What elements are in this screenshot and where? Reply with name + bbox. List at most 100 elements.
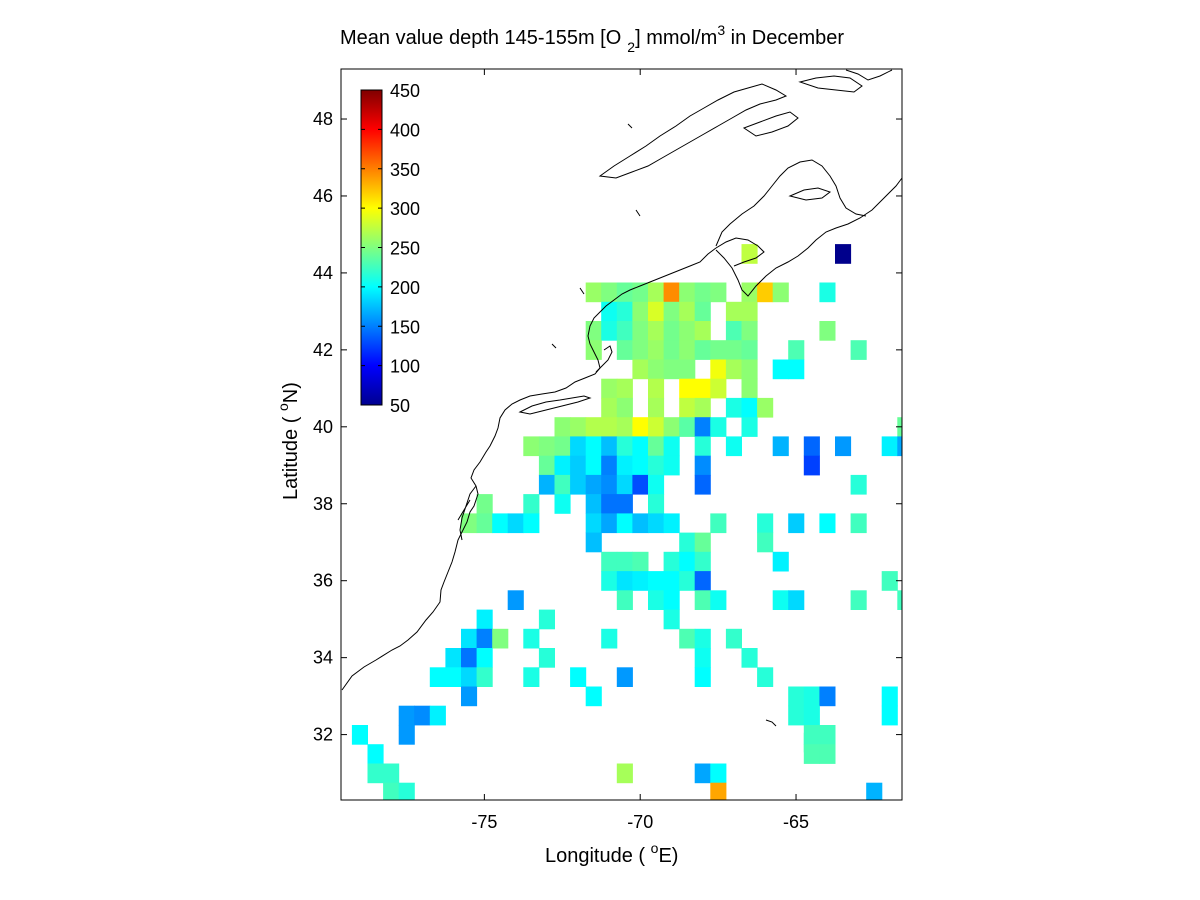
- data-cell: [616, 301, 633, 322]
- data-cell: [492, 628, 509, 649]
- data-cell: [429, 667, 446, 687]
- data-cell: [367, 763, 384, 784]
- data-cell: [398, 782, 415, 801]
- plot-frame: [340, 68, 903, 801]
- colorbar-tick-label: 400: [390, 120, 420, 140]
- coastline-gaspe: [742, 111, 799, 137]
- data-cell: [835, 244, 852, 264]
- data-cell: [648, 321, 665, 341]
- data-cell: [648, 397, 665, 418]
- data-cell: [648, 359, 665, 380]
- data-cell: [429, 705, 446, 726]
- coastline-chesapeake: [457, 485, 477, 541]
- y-tick-label: 46: [313, 186, 333, 206]
- data-cell: [523, 436, 540, 457]
- data-cell: [445, 667, 462, 687]
- data-cell: [803, 705, 820, 726]
- y-tick-label: 40: [313, 417, 333, 437]
- data-cell: [601, 301, 618, 322]
- data-cell: [398, 705, 415, 726]
- data-cell: [663, 551, 680, 572]
- data-cell: [616, 474, 633, 495]
- data-cell: [788, 340, 805, 360]
- data-cell: [710, 513, 727, 534]
- data-cell: [476, 609, 493, 630]
- coastline-us-east: [341, 247, 717, 691]
- coastline-sable-islands: [551, 123, 777, 727]
- data-cell: [616, 590, 633, 610]
- data-cell: [881, 686, 898, 707]
- colorbar-tick-label: 300: [390, 199, 420, 219]
- data-cell: [741, 359, 758, 380]
- data-cell: [632, 474, 649, 495]
- title-subscript: 2: [627, 39, 635, 55]
- data-cell: [585, 494, 602, 514]
- data-cell: [648, 282, 665, 303]
- coastline-prince-edward-island: [788, 187, 832, 201]
- data-cell: [679, 571, 696, 591]
- data-cell: [538, 474, 555, 495]
- coastline-long-island: [518, 395, 592, 415]
- data-cell: [741, 321, 758, 341]
- data-cell: [803, 686, 820, 707]
- data-cell: [538, 609, 555, 630]
- data-cell: [632, 436, 649, 457]
- data-cell: [803, 455, 820, 476]
- data-cell: [663, 359, 680, 380]
- data-cell: [694, 321, 711, 341]
- data-cell: [819, 725, 836, 745]
- data-cell: [601, 551, 618, 572]
- data-cell: [554, 474, 571, 495]
- data-cell: [601, 282, 618, 303]
- data-cell: [679, 321, 696, 341]
- data-cell: [788, 513, 805, 534]
- y-tick-label: 48: [313, 109, 333, 129]
- data-cell: [601, 417, 618, 437]
- data-cell: [648, 590, 665, 610]
- data-cell: [694, 397, 711, 418]
- data-cell: [757, 532, 774, 553]
- data-cell: [772, 551, 789, 572]
- data-cell: [694, 417, 711, 437]
- data-cell: [616, 378, 633, 399]
- data-cells: [351, 244, 903, 801]
- data-cell: [663, 340, 680, 360]
- data-cell: [710, 782, 727, 801]
- data-cell: [585, 340, 602, 360]
- data-cell: [398, 725, 415, 745]
- data-cell: [648, 417, 665, 437]
- data-cell: [694, 301, 711, 322]
- data-cell: [694, 436, 711, 457]
- data-cell: [725, 301, 742, 322]
- data-cell: [663, 436, 680, 457]
- data-cell: [570, 417, 587, 437]
- data-cell: [616, 455, 633, 476]
- x-axis: -75 -70 -65: [471, 69, 809, 832]
- data-cell: [663, 571, 680, 591]
- plot-area: [340, 68, 903, 801]
- data-cell: [679, 417, 696, 437]
- data-cell: [461, 628, 478, 649]
- data-cell: [632, 340, 649, 360]
- coastline-st-lawrence-river: [598, 83, 788, 179]
- data-cell: [616, 321, 633, 341]
- data-cell: [679, 340, 696, 360]
- data-cell: [772, 436, 789, 457]
- data-cell: [710, 763, 727, 784]
- data-cell: [616, 763, 633, 784]
- data-cell: [461, 667, 478, 687]
- data-cell: [476, 648, 493, 668]
- data-cell: [601, 628, 618, 649]
- data-cell: [850, 513, 867, 534]
- data-cell: [616, 436, 633, 457]
- data-cell: [710, 378, 727, 399]
- data-cell: [757, 513, 774, 534]
- y-tick-label: 42: [313, 340, 333, 360]
- data-cell: [351, 725, 368, 745]
- x-axis-label: Longitude ( oE): [545, 840, 678, 867]
- data-cell: [523, 628, 540, 649]
- colorbar-tick-label: 200: [390, 278, 420, 298]
- data-cell: [757, 397, 774, 418]
- data-cell: [694, 763, 711, 784]
